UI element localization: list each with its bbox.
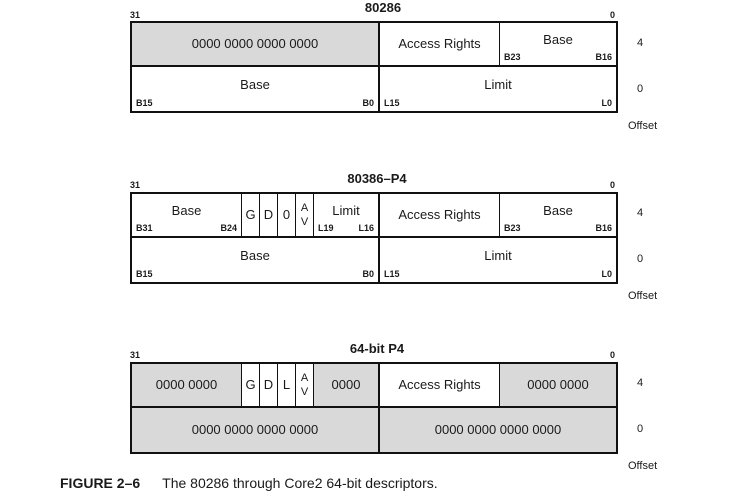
offset-4-label: 4 xyxy=(637,37,644,49)
offset-label: Offset xyxy=(628,290,658,302)
available-bit: A V xyxy=(296,194,314,236)
base-top-field: Base B31 B24 xyxy=(132,194,242,236)
descriptor-80286-low-word: Base B15 B0 Limit L15 L0 xyxy=(130,67,618,113)
limit-high-field: Limit L19 L16 xyxy=(314,194,380,236)
bit-0-label: 0 xyxy=(610,350,616,360)
descriptor-80386-low-word: Base B15 B0 Limit L15 L0 xyxy=(130,238,618,284)
zero-bit: 0 xyxy=(278,194,296,236)
descriptor-title-80286: 80286 xyxy=(364,0,402,15)
reserved-zero-low-left: 0000 0000 0000 0000 xyxy=(132,408,380,452)
base-high-field: Base B23 B16 xyxy=(500,23,616,65)
bit-31-label: 31 xyxy=(130,180,141,190)
access-rights-field: Access Rights xyxy=(380,364,500,406)
reserved-zero-byte: 0000 0000 xyxy=(500,364,616,406)
bit-0-label: 0 xyxy=(610,180,616,190)
offset-label: Offset xyxy=(628,120,658,132)
limit-field: Limit L15 L0 xyxy=(380,238,616,282)
bit-0-label: 0 xyxy=(610,10,616,20)
descriptor-title-80386-p4: 80386–P4 xyxy=(347,171,407,186)
reserved-zero-field: 0000 0000 xyxy=(132,364,242,406)
offset-label: Offset xyxy=(628,460,658,472)
figure-number: FIGURE 2–6 xyxy=(60,475,141,491)
default-size-bit: D xyxy=(260,364,278,406)
descriptor-64bit-low-word: 0000 0000 0000 0000 0000 0000 0000 0000 xyxy=(130,408,618,454)
bit-31-label: 31 xyxy=(130,350,141,360)
figure-caption: FIGURE 2–6 The 80286 through Core2 64-bit… xyxy=(60,475,438,491)
bit-31-label: 31 xyxy=(130,10,141,20)
long-mode-bit: L xyxy=(278,364,296,406)
descriptor-64bit-high-word: 0000 0000 G D L A V 0000 Access Rights 0… xyxy=(130,362,618,408)
default-size-bit: D xyxy=(260,194,278,236)
figure-caption-text: The 80286 through Core2 64-bit descripto… xyxy=(162,475,438,491)
access-rights-field: Access Rights xyxy=(380,23,500,65)
offset-0-label: 0 xyxy=(637,423,644,435)
descriptor-80386-high-word: Base B31 B24 G D 0 A V Limit L19 L16 Acc… xyxy=(130,192,618,238)
reserved-zero-nibble: 0000 xyxy=(314,364,380,406)
access-rights-field: Access Rights xyxy=(380,194,500,236)
base-low-field: Base B15 B0 xyxy=(132,67,380,111)
offset-0-label: 0 xyxy=(637,253,644,265)
offset-4-label: 4 xyxy=(637,377,644,389)
base-low-field: Base B15 B0 xyxy=(132,238,380,282)
granularity-bit: G xyxy=(242,194,260,236)
reserved-zero-low-right: 0000 0000 0000 0000 xyxy=(380,408,616,452)
base-mid-field: Base B23 B16 xyxy=(500,194,616,236)
offset-0-label: 0 xyxy=(637,83,644,95)
descriptor-80286-high-word: 0000 0000 0000 0000 Access Rights Base B… xyxy=(130,21,618,67)
offset-4-label: 4 xyxy=(637,207,644,219)
available-bit: A V xyxy=(296,364,314,406)
limit-field: Limit L15 L0 xyxy=(380,67,616,111)
granularity-bit: G xyxy=(242,364,260,406)
reserved-zero-field: 0000 0000 0000 0000 xyxy=(132,23,380,65)
descriptor-title-64bit-p4: 64-bit P4 xyxy=(349,341,405,356)
